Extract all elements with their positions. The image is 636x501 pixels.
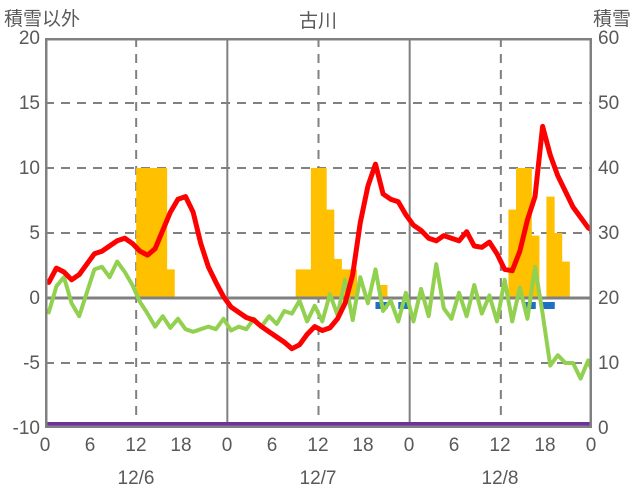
y-left-tick-minus5: -5 bbox=[23, 353, 40, 374]
y-left-tick-5: 5 bbox=[29, 223, 40, 244]
y-right-tick-0: 0 bbox=[598, 418, 609, 439]
temperature-line bbox=[46, 123, 592, 352]
x-tick-9: 6 bbox=[448, 435, 460, 456]
y-right-tick-60: 60 bbox=[598, 28, 620, 49]
y-left-tick-10: 10 bbox=[18, 158, 40, 179]
x-tick-2: 12 bbox=[125, 435, 147, 456]
y-right-tick-40: 40 bbox=[598, 158, 620, 179]
right-axis-label: 積雪 bbox=[592, 9, 631, 30]
day-label-1207: 12/7 bbox=[299, 468, 337, 489]
x-tick-0: 0 bbox=[39, 435, 51, 456]
x-tick-8: 0 bbox=[403, 435, 415, 456]
x-tick-3: 18 bbox=[170, 435, 192, 456]
y-right-tick-10: 10 bbox=[598, 353, 620, 374]
y-right-tick-20: 20 bbox=[598, 288, 620, 309]
x-tick-10: 12 bbox=[489, 435, 511, 456]
page-title: 古川 bbox=[298, 11, 337, 32]
x-tick-11: 18 bbox=[534, 435, 556, 456]
x-tick-5: 6 bbox=[266, 435, 278, 456]
left-axis-label: 積雪以外 bbox=[4, 9, 81, 30]
y-left-tick-20: 20 bbox=[18, 28, 40, 49]
x-tick-1: 6 bbox=[84, 435, 96, 456]
y-right-tick-30: 30 bbox=[598, 223, 620, 244]
x-tick-6: 12 bbox=[307, 435, 329, 456]
plot-area bbox=[45, 38, 592, 428]
y-left-tick-0: 0 bbox=[29, 288, 40, 309]
day-label-1208: 12/8 bbox=[481, 468, 519, 489]
day-label-1206: 12/6 bbox=[117, 468, 155, 489]
x-tick-7: 18 bbox=[352, 435, 374, 456]
y-left-tick-15: 15 bbox=[18, 93, 40, 114]
wind-line bbox=[46, 259, 592, 381]
y-left-tick-minus10: -10 bbox=[12, 418, 40, 439]
y-right-tick-50: 50 bbox=[598, 93, 620, 114]
x-tick-4: 0 bbox=[221, 435, 233, 456]
x-tick-12: 0 bbox=[585, 435, 597, 456]
